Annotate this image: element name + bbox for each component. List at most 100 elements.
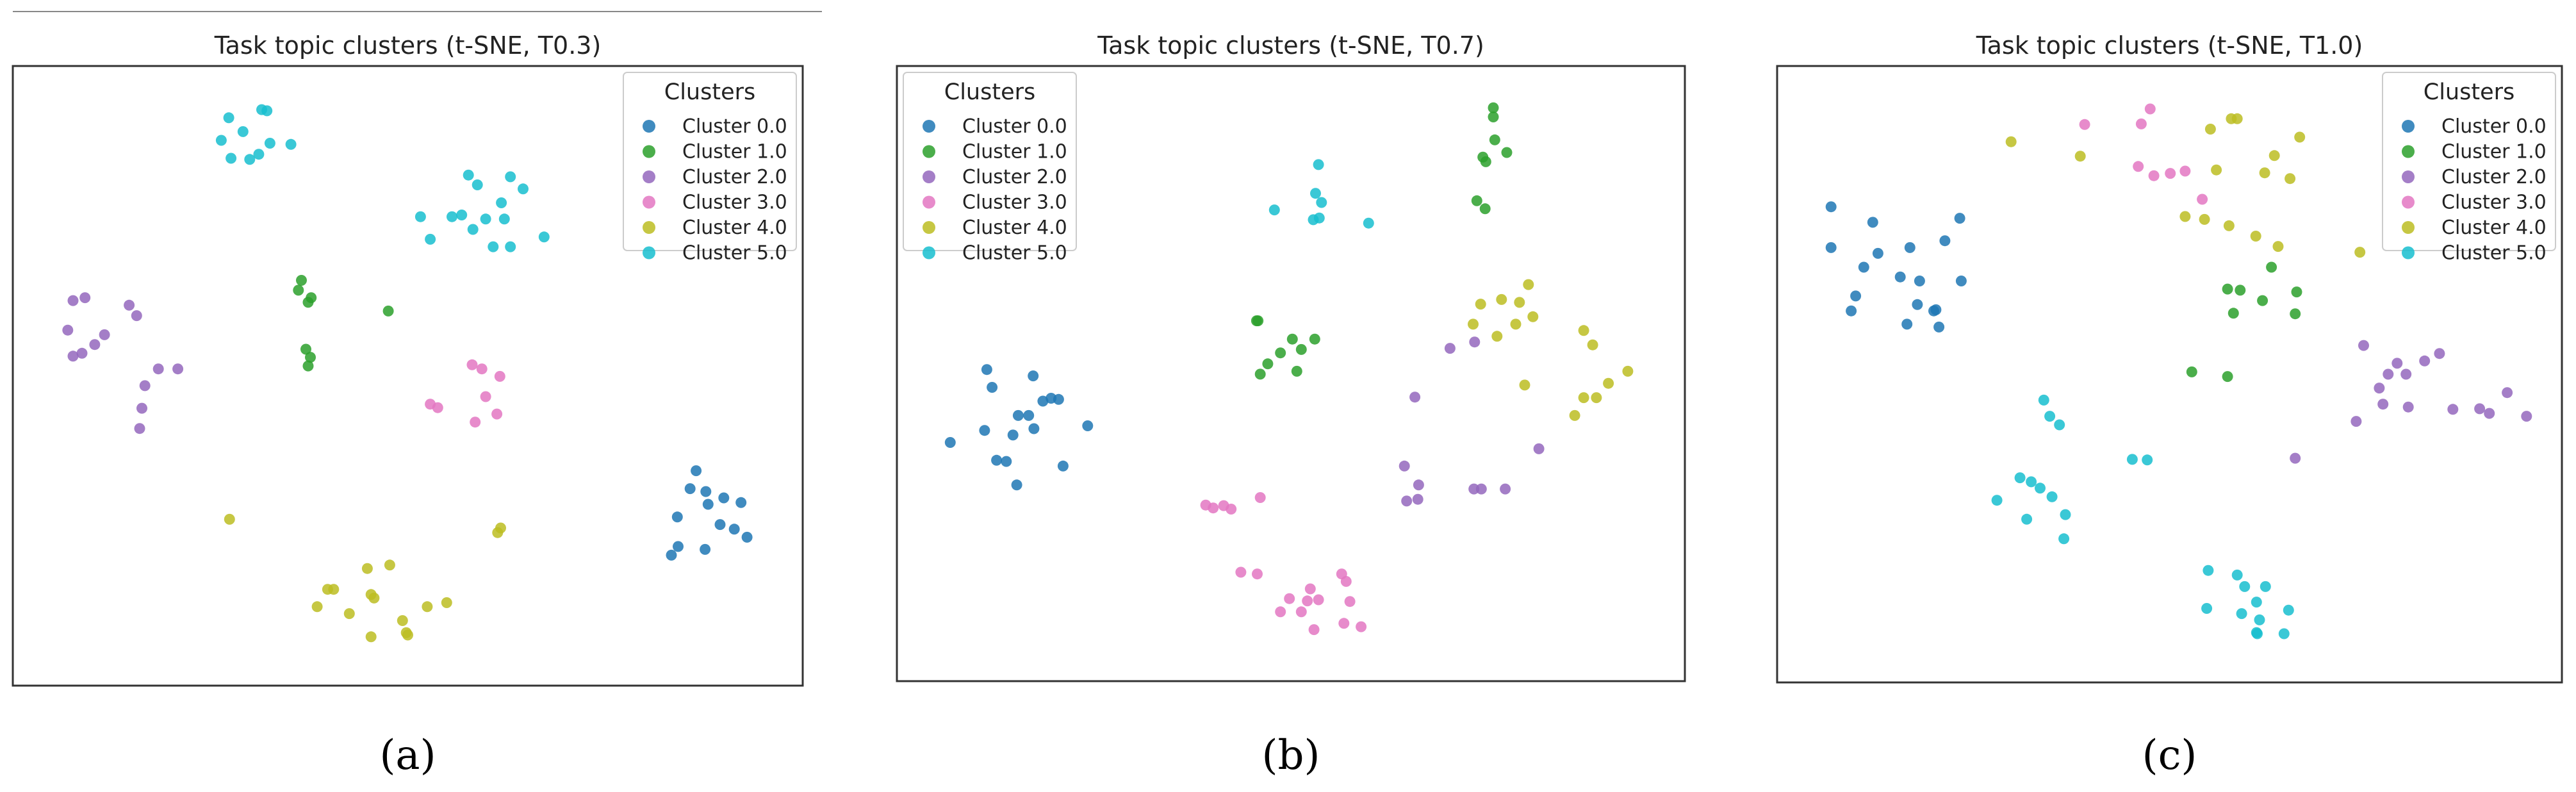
data-point <box>2254 614 2265 625</box>
legend-marker <box>643 120 655 133</box>
legend-label: Cluster 4.0 <box>2441 217 2547 239</box>
data-point <box>1401 495 1413 507</box>
data-point <box>2044 411 2056 422</box>
data-point <box>432 402 443 413</box>
data-point <box>2126 454 2138 465</box>
data-point <box>518 183 529 195</box>
data-point <box>2222 371 2233 383</box>
series-cluster-3-0 <box>425 359 505 428</box>
data-point <box>1252 568 1263 580</box>
legend: Clusters Cluster 0.0 Cluster 1.0 Cluster 2.… <box>623 72 797 265</box>
legend-label: Cluster 0.0 <box>2441 115 2547 138</box>
data-point <box>2354 247 2366 258</box>
data-point <box>2391 358 2403 369</box>
data-point <box>1053 393 1064 405</box>
data-point <box>2250 231 2261 242</box>
data-point <box>1028 423 1040 434</box>
legend-label: Cluster 2.0 <box>682 166 787 188</box>
data-point <box>1578 392 1589 404</box>
legend-label: Cluster 2.0 <box>2441 166 2547 188</box>
data-point <box>1904 242 1916 253</box>
data-point <box>1007 429 1019 441</box>
legend-label: Cluster 1.0 <box>962 141 1067 163</box>
series-cluster-2-0 <box>2290 340 2532 464</box>
data-point <box>67 351 79 362</box>
chart-panel-2: Task topic clusters (t-SNE, T1.0) Cluster… <box>1776 31 2563 779</box>
data-point <box>2447 404 2459 415</box>
data-point <box>1399 460 1410 472</box>
data-point <box>1308 214 1319 226</box>
data-point <box>492 527 504 538</box>
data-point <box>134 423 145 434</box>
legend-marker <box>923 221 935 234</box>
data-point <box>1939 235 1951 247</box>
scatter-points <box>1825 103 2532 639</box>
data-point <box>1302 595 1313 607</box>
data-point <box>302 360 314 372</box>
legend-marker <box>923 195 935 209</box>
data-point <box>463 169 474 181</box>
data-point <box>944 437 956 448</box>
data-point <box>2251 597 2262 608</box>
data-point <box>76 347 88 359</box>
data-point <box>397 615 408 626</box>
data-point <box>1514 297 1525 308</box>
data-point <box>2035 483 2046 494</box>
data-point <box>2021 513 2033 525</box>
data-point <box>2400 368 2412 380</box>
data-point <box>2260 581 2271 592</box>
data-point <box>237 126 249 137</box>
data-point <box>152 363 164 375</box>
legend-marker <box>643 246 655 260</box>
data-point <box>343 608 355 620</box>
data-point <box>2402 401 2414 413</box>
legend-title: Clusters <box>664 79 755 105</box>
data-point <box>1028 370 1039 382</box>
data-point <box>1308 624 1320 636</box>
series-cluster-4-0 <box>224 513 506 643</box>
legend-label: Cluster 3.0 <box>2441 192 2547 214</box>
data-point <box>1012 409 1024 421</box>
legend-label: Cluster 0.0 <box>682 115 787 138</box>
series-cluster-5-0 <box>215 104 550 252</box>
data-point <box>1825 201 1837 213</box>
data-point <box>139 380 151 392</box>
data-point <box>979 425 990 436</box>
data-point <box>2294 131 2306 143</box>
data-point <box>131 310 142 322</box>
data-point <box>702 499 714 510</box>
data-point <box>447 211 457 222</box>
data-point <box>491 408 503 420</box>
data-point <box>2291 286 2302 298</box>
data-point <box>1475 299 1486 310</box>
series-cluster-1-0 <box>2186 261 2302 383</box>
scatter-points <box>944 102 1634 636</box>
data-point <box>402 629 413 641</box>
data-point <box>2239 581 2251 592</box>
data-point <box>691 465 702 477</box>
data-point <box>172 363 184 375</box>
data-point <box>2204 124 2216 135</box>
data-point <box>1991 495 2003 506</box>
data-point <box>480 213 491 225</box>
data-point <box>2266 261 2277 273</box>
data-point <box>2005 136 2017 147</box>
data-point <box>1471 195 1482 206</box>
data-point <box>382 305 394 317</box>
data-point <box>1850 290 1862 302</box>
data-point <box>2484 408 2495 419</box>
data-point <box>714 519 726 531</box>
data-point <box>1501 147 1513 158</box>
series-cluster-0-0 <box>666 465 753 561</box>
data-point <box>414 211 426 222</box>
legend-label: Cluster 5.0 <box>962 242 1067 265</box>
series-cluster-0-0 <box>1825 201 1967 333</box>
data-point <box>384 559 395 571</box>
data-point <box>1310 188 1321 199</box>
series-cluster-2-0 <box>62 292 184 434</box>
data-point <box>1846 305 1857 317</box>
data-point <box>2179 165 2191 177</box>
data-point <box>1489 134 1500 145</box>
data-point <box>1469 336 1481 348</box>
data-point <box>1523 279 1534 290</box>
